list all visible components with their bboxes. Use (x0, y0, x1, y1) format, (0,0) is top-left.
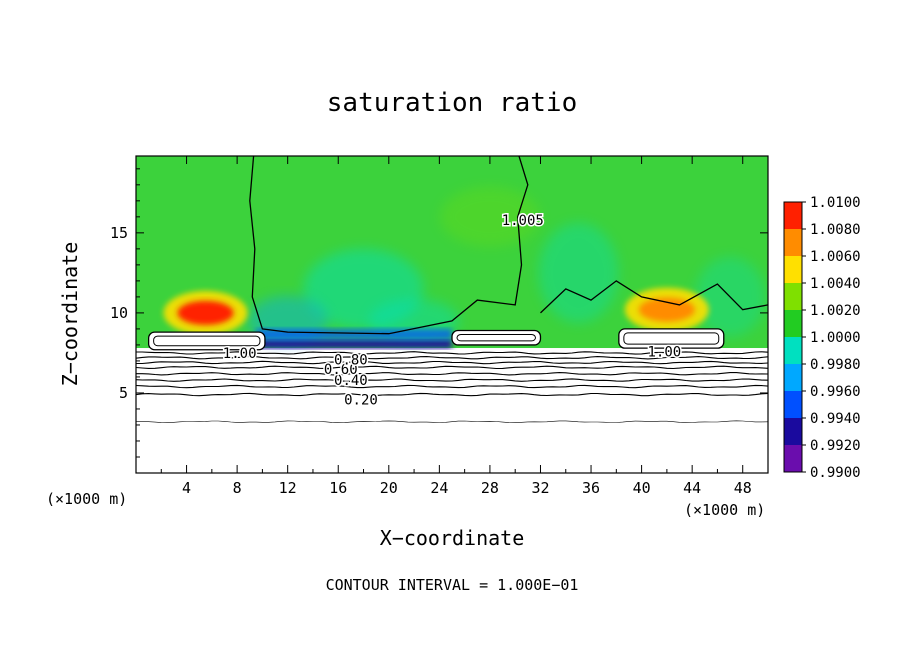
contour-labels: 0.20 0.400.600.80 1.00 1.00 1.005 (221, 212, 682, 410)
colorbar-label-10: 1.0100 (810, 195, 861, 211)
x-tick-label-44: 44 (683, 479, 701, 497)
field-variation-5 (439, 186, 540, 247)
y-tick-label-15: 15 (110, 224, 128, 242)
cloud-patch-inner-1 (456, 334, 536, 342)
x-tick-label-20: 20 (380, 479, 398, 497)
colorbar-band-4 (784, 337, 802, 364)
contour-lines (136, 156, 768, 424)
colorbar-label-5: 1.0000 (810, 330, 861, 346)
x-axis-label: X−coordinate (379, 526, 525, 550)
cloud-patch-2 (618, 328, 725, 349)
contour-0.5 (136, 372, 768, 376)
saturation-field (136, 156, 768, 473)
field-variation-3 (538, 222, 619, 323)
chart-title: saturation ratio (326, 88, 578, 118)
colorbar-band-3 (784, 364, 802, 391)
x-unit-label-right: (×1000 m) (684, 501, 766, 519)
cloud-patch-1 (451, 329, 542, 346)
colorbar: 0.9900 0.9920 0.9940 0.9960 0.9980 1.0000 1.00… (783, 195, 861, 481)
subsaturated-band (256, 340, 452, 349)
contour-label-6: 1.005 (502, 213, 544, 229)
colorbar-band-7 (784, 256, 802, 283)
cloud-patch-inner-0 (153, 335, 261, 347)
x-unit-label-left: (×1000 m) (46, 490, 128, 508)
colorbar-band-9 (784, 202, 802, 229)
colorbar-label-3: 0.9960 (810, 384, 861, 400)
cloud-patch-inner-2 (623, 332, 720, 345)
x-tick-label-40: 40 (633, 479, 651, 497)
x-tick-label-8: 8 (233, 479, 242, 497)
contour-interval-note: CONTOUR INTERVAL = 1.000E−01 (325, 576, 579, 594)
colorbar-label-4: 0.9980 (810, 357, 861, 373)
contour-label-0: 0.20 (344, 392, 378, 408)
contour-label-5: 1.00 (647, 344, 681, 360)
x-tick-label-12: 12 (279, 479, 297, 497)
maximum-core-0 (177, 300, 234, 325)
colorbar-label-6: 1.0020 (810, 303, 861, 319)
contour-0.6 (136, 365, 768, 370)
colorbar-band-8 (784, 229, 802, 256)
colorbar-label-1: 0.9920 (810, 438, 861, 454)
x-tick-label-28: 28 (481, 479, 499, 497)
contour-label-2: 0.60 (324, 362, 358, 378)
x-tick-label-48: 48 (734, 479, 752, 497)
colorbar-label-0: 0.9900 (810, 465, 861, 481)
contour-1005-east (540, 280, 768, 314)
x-tick-label-36: 36 (582, 479, 600, 497)
colorbar-band-1 (784, 418, 802, 445)
colorbar-label-7: 1.0040 (810, 276, 861, 292)
x-tick-label-4: 4 (182, 479, 191, 497)
dry-layer (136, 348, 768, 473)
subsaturated-band-upper (256, 328, 452, 341)
contour-0.3 (136, 384, 768, 389)
contour-1005 (249, 156, 529, 335)
contour-0.4 (136, 378, 768, 382)
contour-label-1: 0.40 (334, 373, 368, 389)
plot-frame (135, 155, 769, 474)
colorbar-label-9: 1.0080 (810, 222, 861, 238)
x-tick-label-32: 32 (531, 479, 549, 497)
y-tick-label-10: 10 (110, 304, 128, 322)
colorbar-label-2: 0.9940 (810, 411, 861, 427)
y-tick-label-5: 5 (119, 384, 128, 402)
colorbar-band-6 (784, 283, 802, 310)
colorbar-band-2 (784, 391, 802, 418)
x-tick-label-24: 24 (430, 479, 448, 497)
contour-0.8 (136, 355, 768, 360)
colorbar-band-5 (784, 310, 802, 337)
colorbar-band-0 (784, 445, 802, 472)
contour-0.2 (136, 392, 768, 397)
contour-0.9 (136, 351, 768, 355)
contour-label-4: 1.00 (223, 346, 257, 362)
x-tick-label-16: 16 (329, 479, 347, 497)
contour-lowest (136, 420, 768, 424)
contour-label-3: 0.80 (334, 352, 368, 368)
contour-0.7 (136, 360, 768, 365)
colorbar-label-8: 1.0060 (810, 249, 861, 265)
